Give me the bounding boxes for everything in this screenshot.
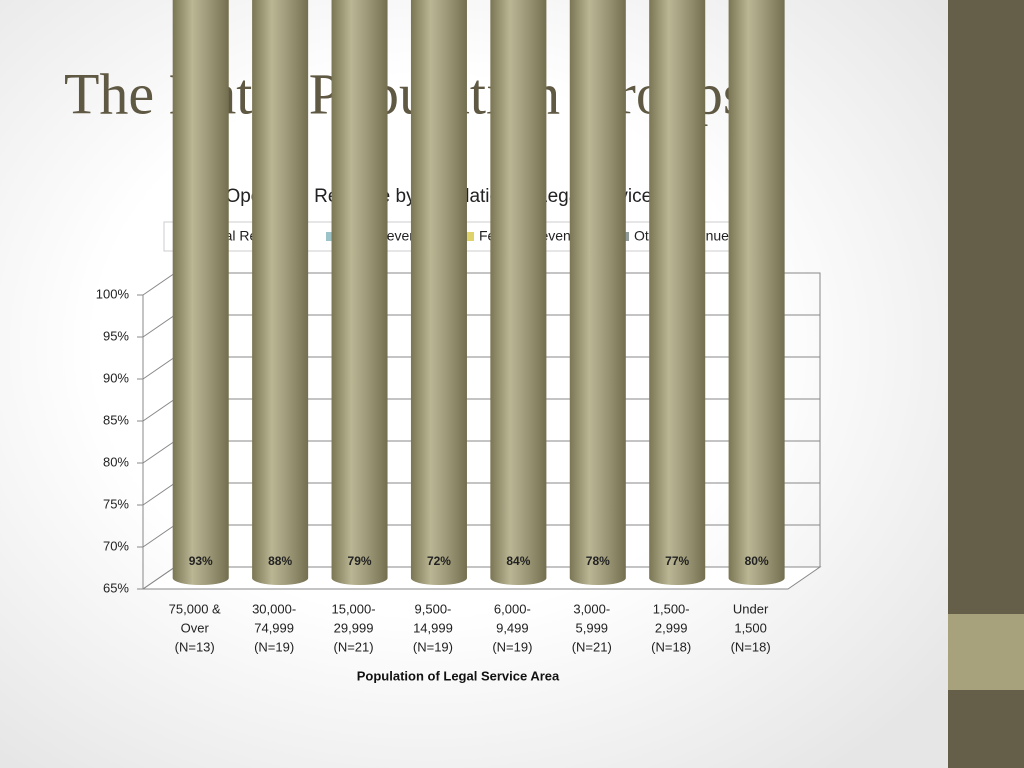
side-block [948,614,1024,690]
x-tick-label: (N=19) [413,639,453,654]
x-tick-label: 9,500- [415,601,452,616]
legend-swatch [326,232,335,241]
x-tick-label: 9,499 [496,620,529,635]
column [728,0,785,585]
data-label: 88% [268,554,292,568]
column [410,0,467,585]
column [331,0,388,585]
column [252,0,309,585]
shading [172,0,229,585]
shading [331,0,388,585]
background [0,0,948,768]
y-tick-label: 80% [103,454,129,469]
shading [569,0,626,585]
column [490,0,547,585]
y-tick-label: 70% [103,538,129,553]
floor [141,566,822,590]
legend-swatch [465,232,474,241]
x-tick-label: 30,000- [252,601,296,616]
x-tick-label: Under [733,601,769,616]
shading [490,0,547,585]
x-tick-label: (N=19) [492,639,532,654]
data-label: 72% [427,554,451,568]
y-tick-label: 100% [96,286,130,301]
x-tick-label: 1,500 [734,620,767,635]
data-label: 78% [586,554,610,568]
shading [252,0,309,585]
y-tick-label: 65% [103,580,129,595]
x-tick-label: (N=19) [254,639,294,654]
data-label: 77% [665,554,689,568]
y-tick-label: 95% [103,328,129,343]
x-axis-title: Population of Legal Service Area [357,668,560,683]
x-tick-label: (N=18) [731,639,771,654]
y-tick-label: 85% [103,412,129,427]
column [172,0,229,585]
column [649,0,706,585]
x-tick-label: 15,000- [331,601,375,616]
x-tick-label: (N=18) [651,639,691,654]
x-tick-label: 2,999 [655,620,688,635]
data-label: 80% [745,554,769,568]
x-tick-label: (N=13) [175,639,215,654]
column [569,0,626,585]
data-label: 84% [506,554,530,568]
x-tick-label: 3,000- [573,601,610,616]
x-tick-label: (N=21) [333,639,373,654]
x-tick-label: 14,999 [413,620,453,635]
x-tick-label: (N=21) [572,639,612,654]
x-tick-label: 75,000 & [169,601,221,616]
x-tick-label: 29,999 [334,620,374,635]
x-tick-label: 6,000- [494,601,531,616]
data-label: 79% [348,554,372,568]
x-tick-label: 5,999 [576,620,609,635]
shading [728,0,785,585]
slide-title: The Data: Population Groups [64,61,745,126]
data-label: 93% [189,554,213,568]
x-tick-label: Over [181,620,210,635]
x-tick-label: 74,999 [254,620,294,635]
x-tick-label: 1,500- [653,601,690,616]
shading [649,0,706,585]
shading [410,0,467,585]
y-tick-label: 90% [103,370,129,385]
y-tick-label: 75% [103,496,129,511]
